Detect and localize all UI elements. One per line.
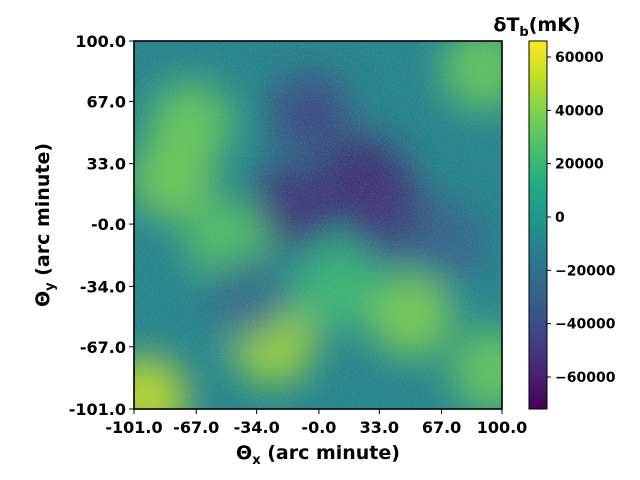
colorbar-tick-label-6: −60000: [555, 370, 616, 386]
x-tick-label-4: 33.0: [360, 418, 399, 437]
colorbar: 60000 40000 20000 0 −20000 −40000 −60000 δTb(m…: [493, 14, 616, 410]
y-tick-label-3: -0.0: [91, 215, 126, 234]
y-tick-label-4: -34.0: [80, 277, 126, 296]
y-tick-label-6: -101.0: [69, 400, 126, 419]
plot-frame: [133, 40, 503, 410]
colorbar-tick-label-1: 40000: [555, 103, 604, 119]
colorbar-tick-label-4: −20000: [555, 263, 616, 279]
y-tick-label-5: -67.0: [80, 338, 126, 357]
colorbar-label: δTb(mK): [493, 14, 580, 40]
x-axis-label: Θx (arc minute): [236, 442, 400, 468]
colorbar-tick-label-0: 60000: [555, 50, 604, 66]
x-tick-label-1: -67.0: [173, 418, 219, 437]
x-tick-label-3: -0.0: [301, 418, 336, 437]
colorbar-tick-label-5: −40000: [555, 317, 616, 333]
colorbar-tick-label-2: 20000: [555, 157, 604, 173]
plot-area: [133, 40, 503, 410]
y-axis-ticks: 100.0 67.0 33.0 -0.0 -34.0 -67.0 -101.0: [69, 32, 134, 419]
x-tick-label-2: -34.0: [234, 418, 280, 437]
heatmap-noise-texture: [134, 41, 502, 409]
y-tick-label-2: 33.0: [87, 155, 126, 174]
x-tick-label-5: 67.0: [422, 418, 461, 437]
x-tick-label-6: 100.0: [477, 418, 528, 437]
colorbar-ticks: 60000 40000 20000 0 −20000 −40000 −60000: [547, 50, 616, 386]
x-tick-label-0: -101.0: [105, 418, 162, 437]
x-axis-ticks: -101.0 -67.0 -34.0 -0.0 33.0 67.0 100.0: [105, 409, 527, 437]
y-axis-label: Θy (arc minute): [32, 143, 58, 307]
colorbar-tick-label-3: 0: [555, 210, 565, 226]
y-tick-label-0: 100.0: [75, 32, 126, 51]
colorbar-gradient: [528, 40, 548, 410]
y-tick-label-1: 67.0: [87, 92, 126, 111]
